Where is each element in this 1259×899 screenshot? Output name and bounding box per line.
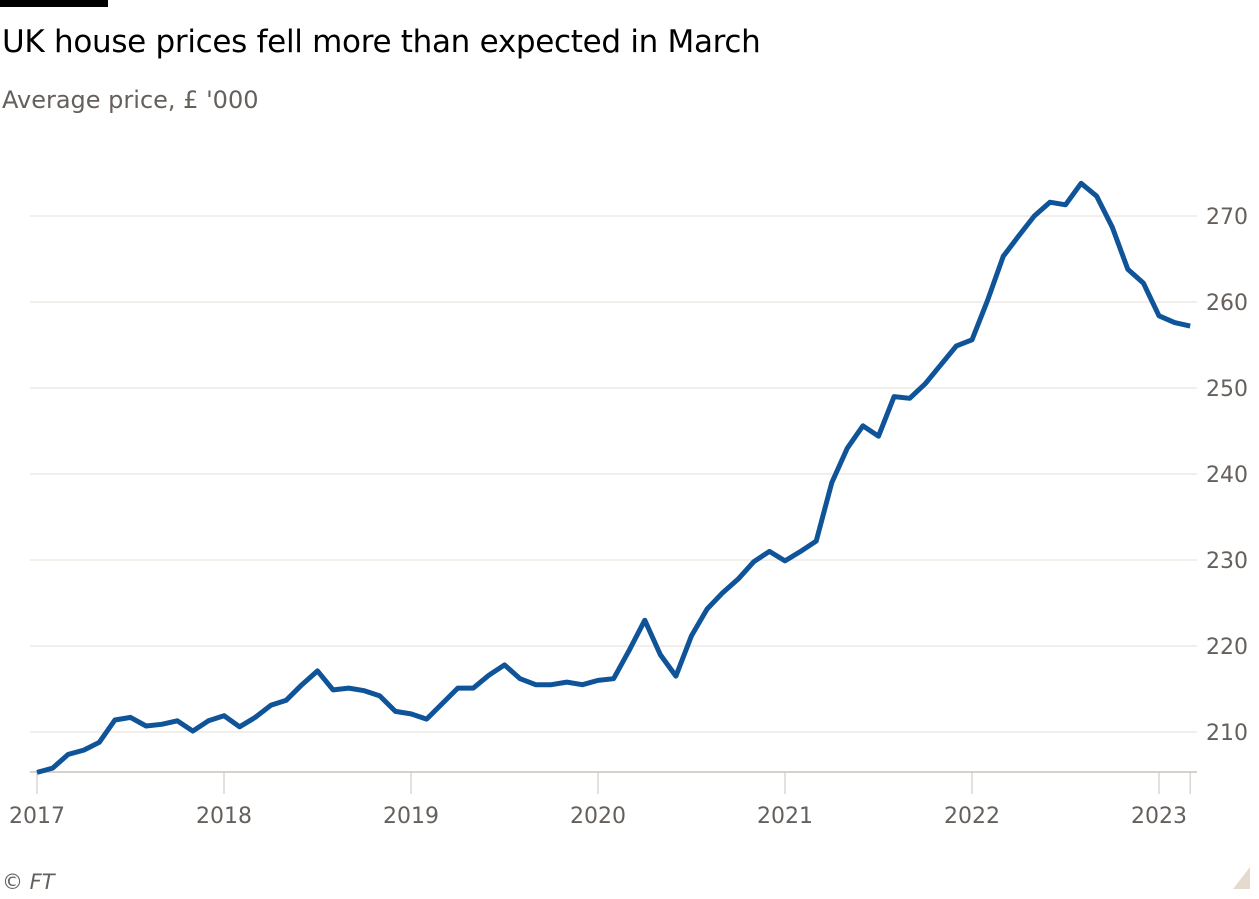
chart-subtitle: Average price, £ '000 [2,86,259,114]
x-tick-label: 2021 [757,804,813,829]
y-tick-label: 250 [1206,377,1248,402]
series-line [36,180,1191,775]
y-tick-label: 220 [1206,635,1248,660]
x-tick-label: 2019 [383,804,439,829]
y-tick-label: 240 [1206,463,1248,488]
y-tick-label: 260 [1206,291,1248,316]
x-tick-label: 2022 [944,804,1000,829]
x-tick-label: 2018 [196,804,252,829]
y-tick-label: 230 [1206,549,1248,574]
x-tick-label: 2017 [9,804,65,829]
ft-top-bar [0,0,108,7]
y-tick-label: 270 [1206,205,1248,230]
x-tick-label: 2023 [1131,804,1187,829]
y-tick-label: 210 [1206,721,1248,746]
source-credit: © FT [2,870,55,894]
corner-mark [1233,867,1250,889]
chart-title: UK house prices fell more than expected … [2,24,761,60]
x-tick-label: 2020 [570,804,626,829]
